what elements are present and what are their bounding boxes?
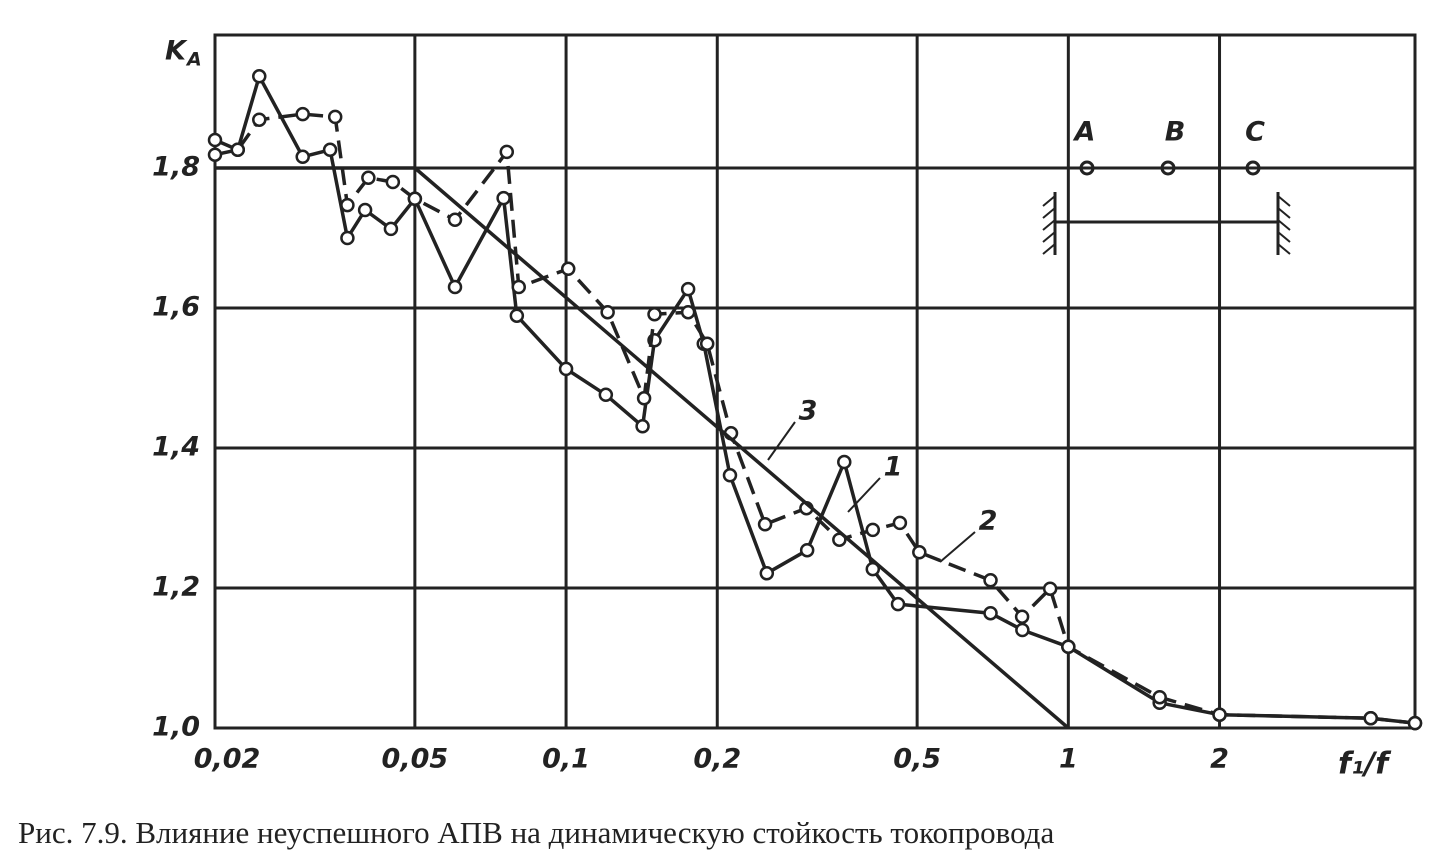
data-point: [340, 197, 355, 213]
data-point: [511, 279, 527, 295]
data-point: [600, 304, 615, 320]
series-line: [215, 166, 1070, 730]
data-point: [1061, 639, 1076, 655]
data-point: [295, 149, 310, 165]
data-point: [983, 573, 998, 588]
y-axis-label: K: [165, 36, 188, 67]
data-point: [892, 515, 908, 531]
x-tick-label: 0,1: [542, 744, 590, 775]
data-point: [327, 109, 343, 125]
inset-diagram: [1042, 160, 1291, 255]
data-point: [295, 106, 310, 122]
data-point: [560, 261, 576, 277]
data-point: [865, 522, 881, 538]
data-point: [252, 112, 267, 127]
data-point: [1407, 715, 1423, 731]
inset-label: B: [1165, 117, 1186, 148]
series-label: 3: [799, 396, 818, 427]
inset-label: A: [1073, 117, 1096, 148]
data-point: [1152, 689, 1167, 705]
data-point: [636, 391, 652, 406]
data-point: [699, 336, 715, 351]
x-tick-label: 0,2: [693, 744, 741, 775]
data-point: [447, 212, 463, 228]
callout-line: [767, 421, 796, 461]
x-axis-label: f₁/f: [1338, 747, 1392, 782]
data-point: [890, 596, 906, 612]
callout-line: [939, 531, 976, 563]
data-point: [447, 279, 463, 295]
data-point: [496, 190, 511, 206]
data-point: [385, 174, 401, 190]
x-tick-label: 0,02: [194, 744, 261, 775]
data-point: [357, 202, 373, 218]
plot-frame: [213, 33, 1417, 730]
data-point: [983, 605, 998, 621]
data-point: [1015, 622, 1030, 638]
x-tick-label: 0,05: [382, 744, 449, 775]
data-point: [912, 545, 927, 560]
data-point: [799, 542, 815, 558]
data-point: [1014, 609, 1030, 624]
y-tick-label: 1,2: [152, 572, 200, 603]
data-point: [252, 69, 267, 84]
data-point: [647, 307, 662, 322]
data-point: [865, 561, 881, 577]
y-tick-label: 1,8: [152, 152, 200, 183]
x-tick-label: 1: [1059, 744, 1078, 775]
data-point: [680, 281, 696, 297]
caption: Рис. 7.9. Влияние неуспешного АПВ на дин…: [18, 815, 1054, 850]
data-point: [1363, 710, 1378, 726]
series-label: 2: [979, 506, 998, 537]
hatching: [1042, 195, 1291, 255]
data-point: [499, 144, 515, 160]
data-point: [1212, 707, 1227, 722]
series-label: 1: [884, 452, 903, 483]
data-point: [361, 170, 376, 186]
data-point: [207, 147, 223, 162]
y-axis-label-sub: A: [185, 49, 202, 71]
x-tick-label: 2: [1210, 744, 1229, 775]
data-point: [340, 230, 355, 246]
y-tick-label: 1,0: [152, 712, 200, 743]
data-point: [322, 142, 338, 158]
data-point: [680, 304, 696, 320]
data-point: [558, 361, 574, 377]
data-point: [509, 308, 525, 323]
data-point: [722, 468, 738, 483]
x-tick-label: 0,5: [893, 744, 941, 775]
data-point: [837, 454, 852, 470]
data-point: [230, 142, 246, 158]
data-point: [757, 517, 773, 532]
data-point: [383, 221, 399, 237]
data-point: [407, 191, 423, 207]
data-point: [635, 419, 650, 434]
data-point: [207, 132, 223, 148]
inset-label: C: [1245, 117, 1265, 148]
y-tick-label: 1,4: [152, 432, 200, 463]
callout-line: [847, 477, 881, 513]
data-point: [759, 566, 775, 581]
y-tick-label: 1,6: [152, 292, 200, 323]
data-point: [1042, 581, 1058, 596]
data-point: [598, 387, 614, 403]
